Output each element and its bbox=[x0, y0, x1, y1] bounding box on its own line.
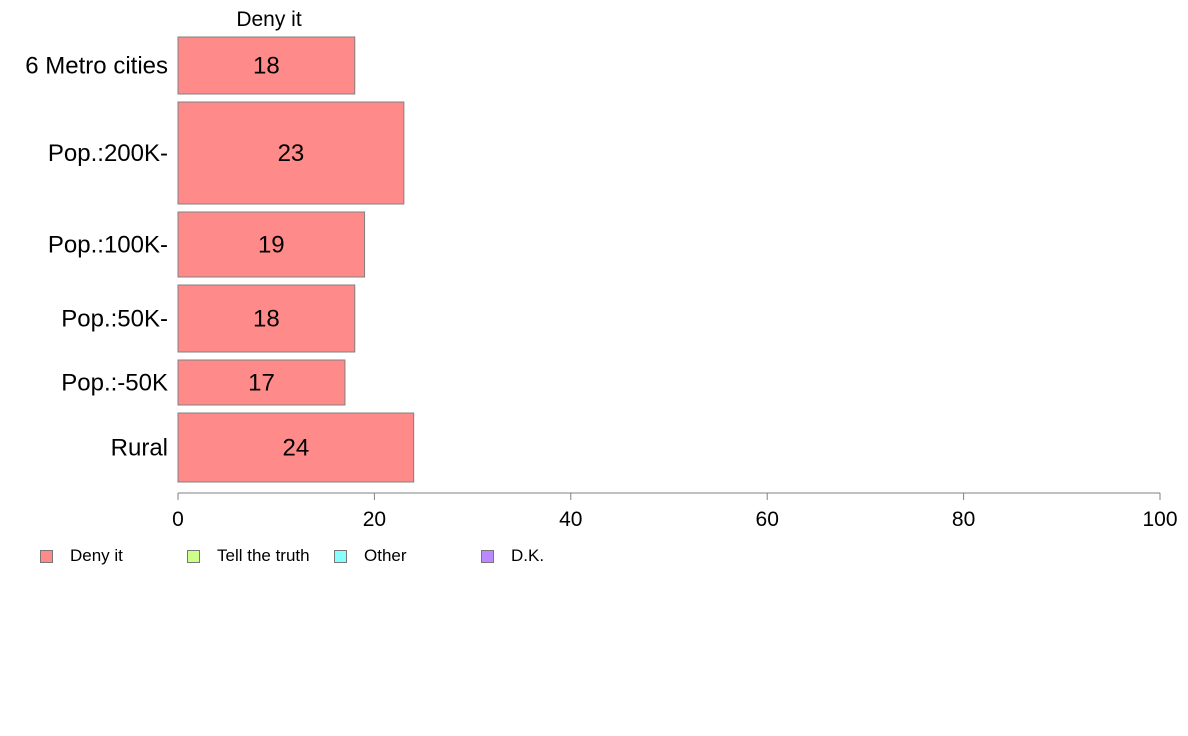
x-tick-label-100: 100 bbox=[1142, 508, 1177, 531]
legend: Deny it Tell the truth Other D.K. bbox=[0, 546, 1188, 570]
legend-label-other: Other bbox=[364, 546, 407, 565]
legend-swatch-deny-it bbox=[40, 549, 53, 563]
category-label-rural: Rural bbox=[111, 435, 168, 462]
bar-deny-it-pop-100k bbox=[177, 211, 366, 278]
legend-item-dk: D.K. bbox=[481, 546, 544, 566]
legend-label-tell-the-truth: Tell the truth bbox=[217, 546, 310, 565]
bar-deny-it-pop-50k bbox=[177, 284, 356, 353]
legend-item-other: Other bbox=[334, 546, 407, 566]
bar-deny-it-rural bbox=[177, 412, 415, 483]
data-label-deny-it-rural: 24 bbox=[282, 435, 309, 462]
x-tick-label-80: 80 bbox=[952, 508, 975, 531]
x-axis: 0 20 40 60 80 100 bbox=[172, 492, 1178, 531]
x-tick-label-0: 0 bbox=[172, 508, 184, 531]
data-label-deny-it-pop-50k: 18 bbox=[253, 306, 280, 333]
legend-label-dk: D.K. bbox=[511, 546, 545, 565]
data-label-deny-it-pop-50k: 17 bbox=[248, 370, 275, 397]
legend-label-deny-it: Deny it bbox=[70, 546, 123, 565]
bars-group: 6 Metro cities 18 Pop.:200K- 23 Pop.:100K- 19… bbox=[25, 36, 415, 483]
legend-swatch-other bbox=[334, 549, 347, 563]
panel-title: Deny it bbox=[236, 8, 302, 31]
x-tick-label-60: 60 bbox=[756, 508, 779, 531]
data-label-deny-it-pop-200k: 23 bbox=[278, 140, 305, 167]
x-tick-label-40: 40 bbox=[559, 508, 582, 531]
legend-swatch-tell-the-truth bbox=[187, 549, 200, 563]
category-label-pop-50k: Pop.:-50K bbox=[61, 370, 168, 397]
legend-item-tell-the-truth: Tell the truth bbox=[187, 546, 310, 566]
bar-deny-it-pop-50k bbox=[177, 359, 346, 406]
legend-item-deny-it: Deny it bbox=[40, 546, 123, 566]
bar-deny-it-pop-200k bbox=[177, 101, 405, 205]
bar-deny-it-6-metro-cities bbox=[177, 36, 356, 95]
data-label-deny-it-pop-100k: 19 bbox=[258, 232, 285, 259]
category-label-pop-100k: Pop.:100K- bbox=[48, 232, 168, 259]
legend-swatch-dk bbox=[481, 549, 494, 563]
category-label-pop-50k: Pop.:50K- bbox=[61, 306, 168, 333]
category-label-6-metro-cities: 6 Metro cities bbox=[25, 53, 168, 80]
x-tick-label-20: 20 bbox=[363, 508, 386, 531]
data-label-deny-it-6-metro-cities: 18 bbox=[253, 53, 280, 80]
category-label-pop-200k: Pop.:200K- bbox=[48, 140, 168, 167]
